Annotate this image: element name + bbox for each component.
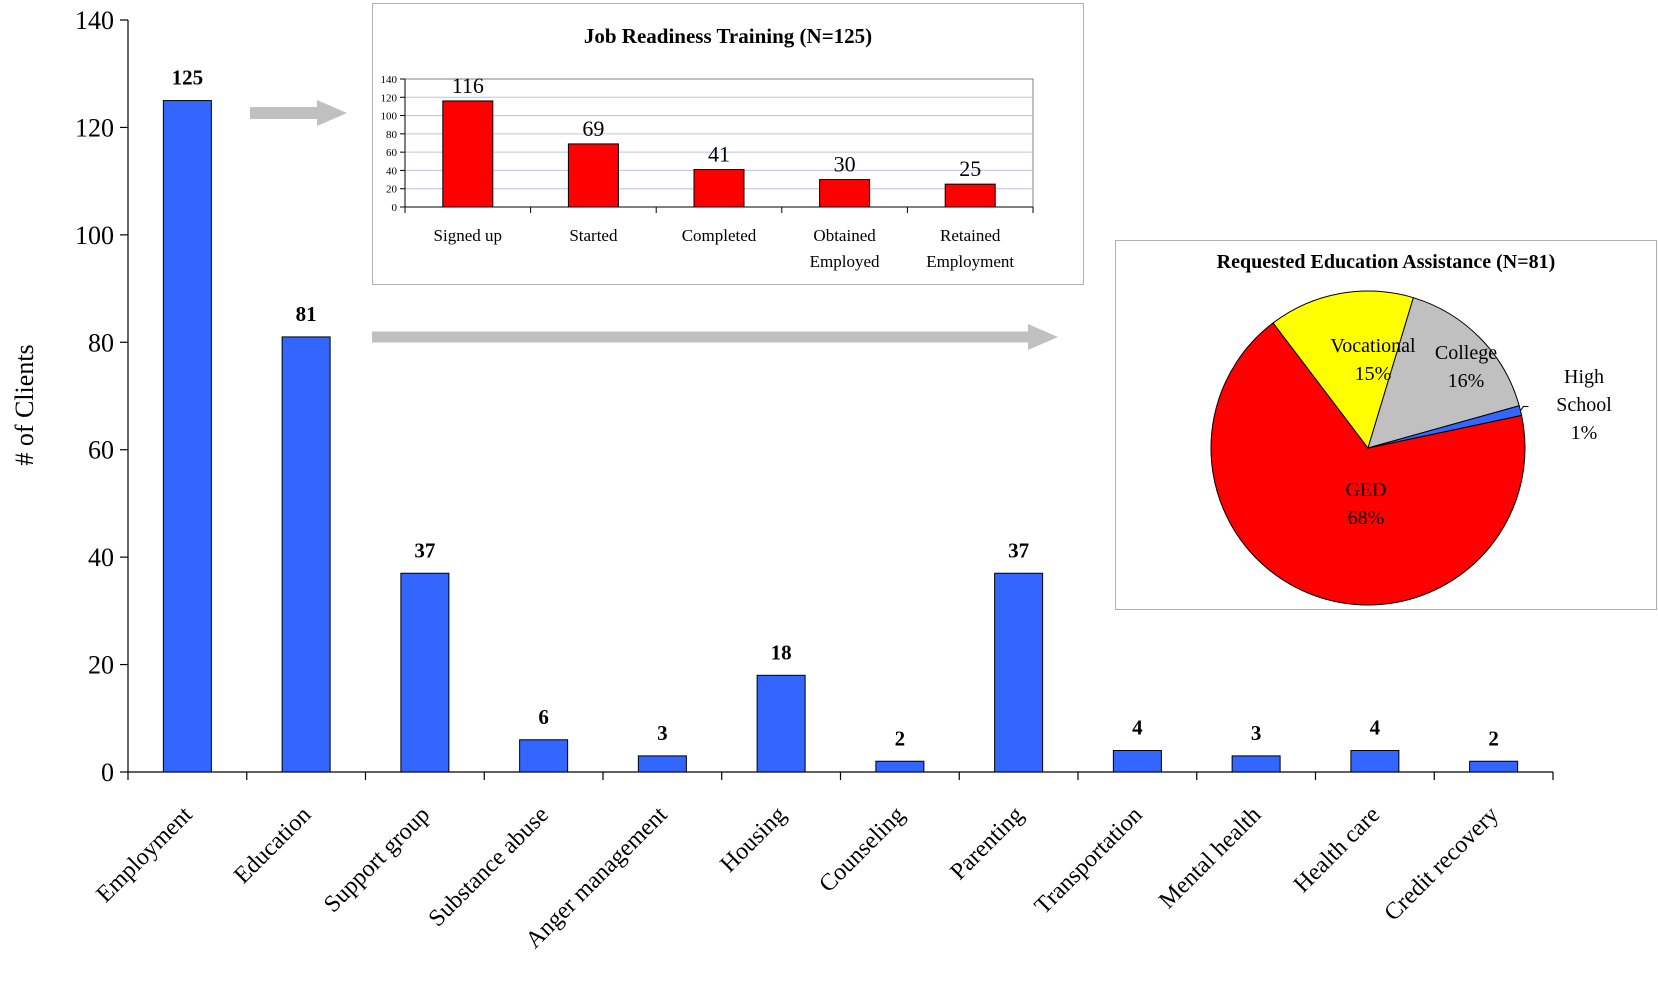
bar-value-label: 3 xyxy=(657,721,668,745)
pie-slice-percent: 1% xyxy=(1571,422,1598,444)
bar xyxy=(1112,750,1162,773)
pie-slice-percent: 15% xyxy=(1355,363,1392,385)
bar xyxy=(693,169,745,208)
x-category-label: Mental health xyxy=(1154,802,1266,914)
pie-slice-label: School xyxy=(1556,394,1612,416)
x-category-label: Substance abuse xyxy=(424,802,554,932)
bar-value-label: 25 xyxy=(959,156,981,181)
pie-slice-label: High xyxy=(1564,366,1604,388)
bar-value-label: 125 xyxy=(172,66,204,90)
job-readiness-title: Job Readiness Training (N=125) xyxy=(583,24,873,48)
bar-value-label: 2 xyxy=(1488,726,1499,750)
y-tick-label: 80 xyxy=(88,328,114,357)
pie-slice-percent: 68% xyxy=(1348,507,1385,529)
bar-value-label: 81 xyxy=(296,302,317,326)
x-category-label: Employment xyxy=(926,252,1014,271)
bar-value-label: 69 xyxy=(582,116,604,141)
x-category-label: Employment xyxy=(92,802,198,908)
y-tick-label: 140 xyxy=(75,6,114,35)
job-readiness-inset-chart: Job Readiness Training (N=125) 0 20 40 60 80… xyxy=(372,3,1084,285)
bar-value-label: 4 xyxy=(1370,716,1381,740)
bar-value-label: 116 xyxy=(452,73,484,98)
x-category-label: Counseling xyxy=(814,802,910,898)
x-category-label: Education xyxy=(229,802,316,889)
x-category-label: Employed xyxy=(810,252,880,271)
pie-slice-percent: 16% xyxy=(1448,370,1485,392)
bar-value-label: 37 xyxy=(414,538,435,562)
x-category-label: Housing xyxy=(715,802,791,878)
bar xyxy=(281,336,331,773)
y-tick-label: 120 xyxy=(381,92,398,104)
education-pie-plot: GED 68% Vocational 15% College 16% High School 1… xyxy=(1210,290,1612,606)
education-assistance-inset-chart: Requested Education Assistance (N=81) GE… xyxy=(1115,240,1657,610)
x-category-label: Transportation xyxy=(1030,802,1148,920)
bar-value-label: 3 xyxy=(1251,721,1262,745)
bar xyxy=(567,143,619,208)
y-axis-label: # of Clients xyxy=(10,344,39,465)
pie-slice-label: Vocational xyxy=(1330,335,1416,357)
pie-slice xyxy=(1367,297,1520,449)
x-category-label: Health care xyxy=(1289,802,1385,898)
bar xyxy=(519,739,569,773)
bar-value-label: 41 xyxy=(708,142,730,167)
pie-slice-label: GED xyxy=(1345,479,1386,501)
bar xyxy=(1350,750,1400,773)
pie-slice xyxy=(1210,322,1526,606)
bar-value-label: 30 xyxy=(834,152,856,177)
y-tick-label: 40 xyxy=(88,543,114,572)
y-tick-label: 40 xyxy=(386,165,398,177)
pie-leader-line xyxy=(1520,406,1529,411)
bar xyxy=(756,674,806,773)
y-tick-label: 100 xyxy=(381,111,398,123)
arrow-icon xyxy=(250,100,347,126)
bar xyxy=(637,755,687,773)
bar xyxy=(944,183,996,208)
bar xyxy=(994,572,1044,773)
pie-slice xyxy=(1272,290,1415,450)
job-readiness-plot: 0 20 40 60 80 100 120 140 116 Signed up 69 Started 4… xyxy=(381,73,1034,271)
x-category-label: Signed up xyxy=(434,226,502,245)
x-category-label: Started xyxy=(569,226,618,245)
y-tick-label: 140 xyxy=(381,74,398,86)
bar xyxy=(1231,755,1281,773)
pie-slice-label: College xyxy=(1435,342,1497,364)
x-category-label: Parenting xyxy=(945,802,1028,885)
y-tick-label: 0 xyxy=(101,758,114,787)
y-tick-label: 20 xyxy=(386,184,398,196)
y-tick-label: 60 xyxy=(88,436,114,465)
x-category-label: Credit recovery xyxy=(1379,802,1503,926)
arrow-icon xyxy=(372,324,1058,350)
bar-value-label: 2 xyxy=(895,726,906,750)
bar-value-label: 6 xyxy=(538,705,549,729)
bar-value-label: 18 xyxy=(771,640,792,664)
y-tick-label: 20 xyxy=(88,651,114,680)
education-assistance-title: Requested Education Assistance (N=81) xyxy=(1216,251,1556,273)
bar xyxy=(400,572,450,773)
bar xyxy=(819,179,871,208)
y-tick-label: 100 xyxy=(75,221,114,250)
y-tick-label: 80 xyxy=(386,129,398,141)
bar xyxy=(1469,760,1519,773)
y-tick-label: 60 xyxy=(386,147,398,159)
bar-value-label: 37 xyxy=(1008,538,1029,562)
x-category-label: Completed xyxy=(682,226,757,245)
x-category-label: Support group xyxy=(319,802,435,918)
x-category-label: Retained xyxy=(940,226,1001,245)
bar-value-label: 4 xyxy=(1132,716,1143,740)
bar xyxy=(875,760,925,773)
bar xyxy=(442,100,494,208)
y-tick-label: 0 xyxy=(392,202,398,214)
pie-slice xyxy=(1367,405,1523,449)
x-category-label: Obtained xyxy=(813,226,876,245)
bar xyxy=(162,100,212,773)
y-tick-label: 120 xyxy=(75,113,114,142)
